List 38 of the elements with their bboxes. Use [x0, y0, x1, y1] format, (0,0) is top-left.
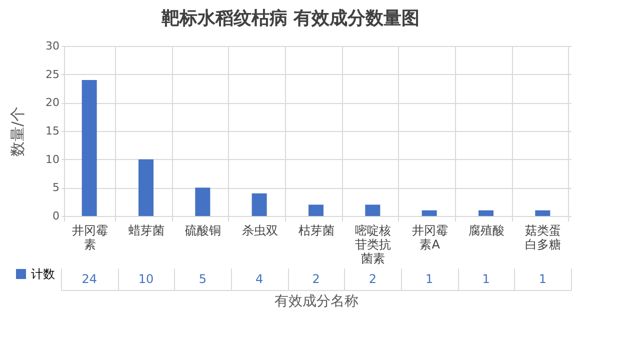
data-label: 10: [138, 272, 154, 286]
data-label: 1: [538, 272, 546, 286]
y-tick-label: 10: [46, 152, 60, 166]
bar: [252, 193, 267, 216]
bar: [478, 210, 494, 216]
x-tick-label: 菇类蛋白多糖: [525, 224, 562, 252]
x-tick-label: 井冈霉素: [72, 224, 108, 252]
bar: [422, 210, 437, 216]
data-label: 5: [198, 272, 206, 286]
bar: [535, 210, 550, 216]
x-tick-label: 嘧啶核苷类抗菌素: [355, 224, 392, 266]
x-tick-label: 硫酸铜: [185, 224, 222, 238]
bar: [365, 204, 380, 216]
bar: [82, 80, 97, 216]
data-label: 2: [368, 272, 376, 286]
y-tick-label: 20: [46, 96, 60, 110]
x-tick-label: 杀虫双: [242, 224, 278, 238]
data-label: 4: [256, 272, 264, 286]
chart-title: 靶标水稻纹枯病 有效成分数量图: [160, 8, 420, 29]
x-tick-label: 枯芽菌: [298, 224, 334, 238]
x-tick-label: 井冈霉素A: [412, 224, 448, 252]
data-label: 2: [312, 272, 320, 286]
x-tick-label: 腐殖酸: [468, 224, 504, 238]
y-tick-label: 15: [46, 124, 60, 138]
y-tick-label: 0: [52, 210, 60, 222]
data-label: 24: [82, 272, 97, 286]
y-tick-label: 30: [46, 40, 60, 52]
bar: [195, 188, 210, 216]
x-axis-title: 有效成分名称: [274, 294, 358, 310]
bar: [138, 159, 154, 216]
data-label: 1: [426, 272, 434, 286]
data-label: 1: [482, 272, 490, 286]
legend-label: 计数: [31, 267, 55, 281]
y-axis-title: 数量/个: [8, 106, 27, 157]
bar: [308, 204, 324, 216]
y-tick-label: 25: [46, 68, 60, 81]
y-tick-label: 5: [52, 181, 60, 194]
x-tick-label: 蜡芽菌: [128, 224, 164, 238]
